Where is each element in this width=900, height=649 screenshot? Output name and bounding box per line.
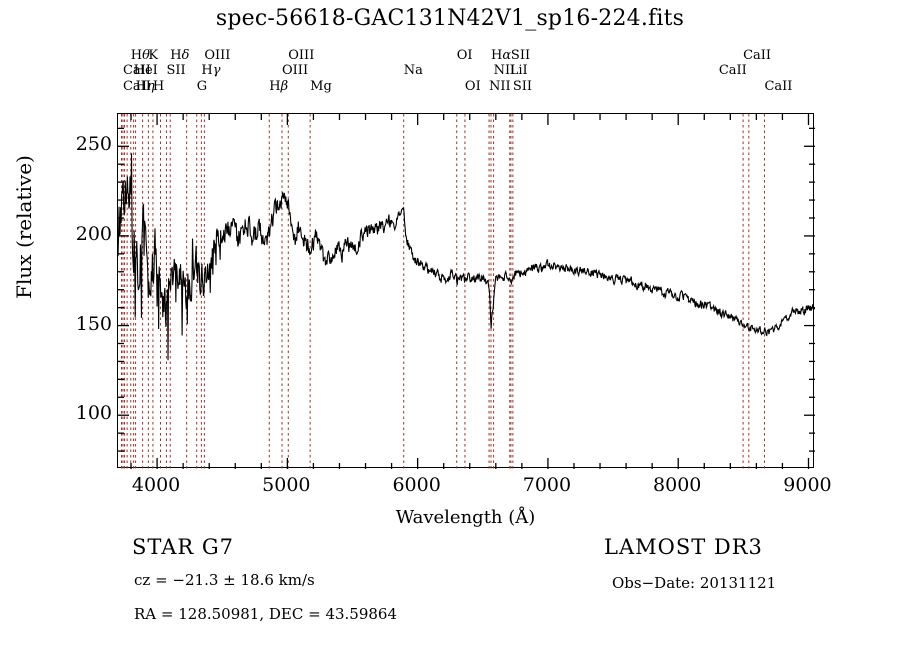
spectral-line-label: Hδ (170, 48, 190, 63)
line-identification-labels: CaII CaII Hθ HeI Hη K H Hδ SII OIII Hγ G Hβ OIII OIII M… (117, 45, 814, 111)
y-tick-label: 250 (75, 133, 112, 156)
spectral-line-label: OIII (288, 48, 315, 63)
spectral-line-label: Mg (310, 79, 332, 94)
spectral-line-label: OIII (282, 63, 309, 78)
y-axis-label: Flux (relative) (12, 155, 36, 299)
spectral-line-label: HeI (133, 63, 158, 78)
x-tick-label: 4000 (131, 474, 181, 496)
spectral-line-label: Hα (490, 48, 512, 63)
x-axis-label: Wavelength (Å) (395, 507, 536, 528)
spectral-line-label: SII (512, 79, 533, 94)
spectral-line-label: OI (464, 79, 481, 94)
spectral-line-label: H (152, 79, 165, 94)
x-tick-label: 9000 (783, 474, 832, 496)
spectral-line-label: SII (510, 48, 531, 63)
spectral-line-label: OI (456, 48, 473, 63)
spectral-line-label: Hβ (269, 79, 289, 94)
redshift-velocity-text: cz = −21.3 ± 18.6 km/s (134, 571, 315, 589)
spectral-line-label: NII (489, 79, 511, 94)
spectral-line-label: LiI (509, 63, 528, 78)
spectral-line-label: G (196, 79, 208, 94)
spectral-line-label: OIII (204, 48, 231, 63)
axis-tick-group (118, 114, 815, 469)
spectral-line-label: Hη (135, 79, 155, 94)
y-axis-tick-labels: 100 150 200 250 (50, 113, 112, 468)
survey-name-text: LAMOST DR3 (604, 535, 763, 559)
x-tick-label: 8000 (653, 474, 702, 496)
spectral-line-label: CaII (764, 79, 793, 94)
spectrum-curve (118, 153, 815, 361)
spectral-line-label: CaII (718, 63, 747, 78)
y-tick-label: 200 (75, 222, 112, 245)
page-title: spec-56618-GAC131N42V1_sp16-224.fits (215, 6, 685, 31)
spectral-line-label: Hθ (130, 48, 150, 63)
x-tick-label: 5000 (262, 474, 311, 496)
y-tick-label: 150 (75, 312, 112, 335)
object-class-text: STAR G7 (132, 535, 235, 559)
spectrum-canvas (118, 114, 815, 469)
spectral-line-label: K (148, 48, 159, 63)
plot-frame (117, 113, 815, 469)
x-tick-label: 7000 (522, 474, 572, 496)
spectral-line-label: CaII (743, 48, 772, 63)
obs-date-text: Obs−Date: 20131121 (612, 574, 777, 592)
y-tick-label: 100 (75, 402, 112, 425)
coordinates-text: RA = 128.50981, DEC = 43.59864 (134, 605, 398, 623)
spectral-line-label: CaII (122, 79, 151, 94)
spectral-line-label: SII (166, 63, 186, 78)
spectral-line-label: CaII (122, 63, 151, 78)
x-tick-label: 6000 (392, 474, 441, 496)
spectral-line-label: Na (403, 63, 423, 78)
spectral-line-label: NII (493, 63, 516, 78)
spectral-line-label: Hγ (201, 63, 221, 78)
